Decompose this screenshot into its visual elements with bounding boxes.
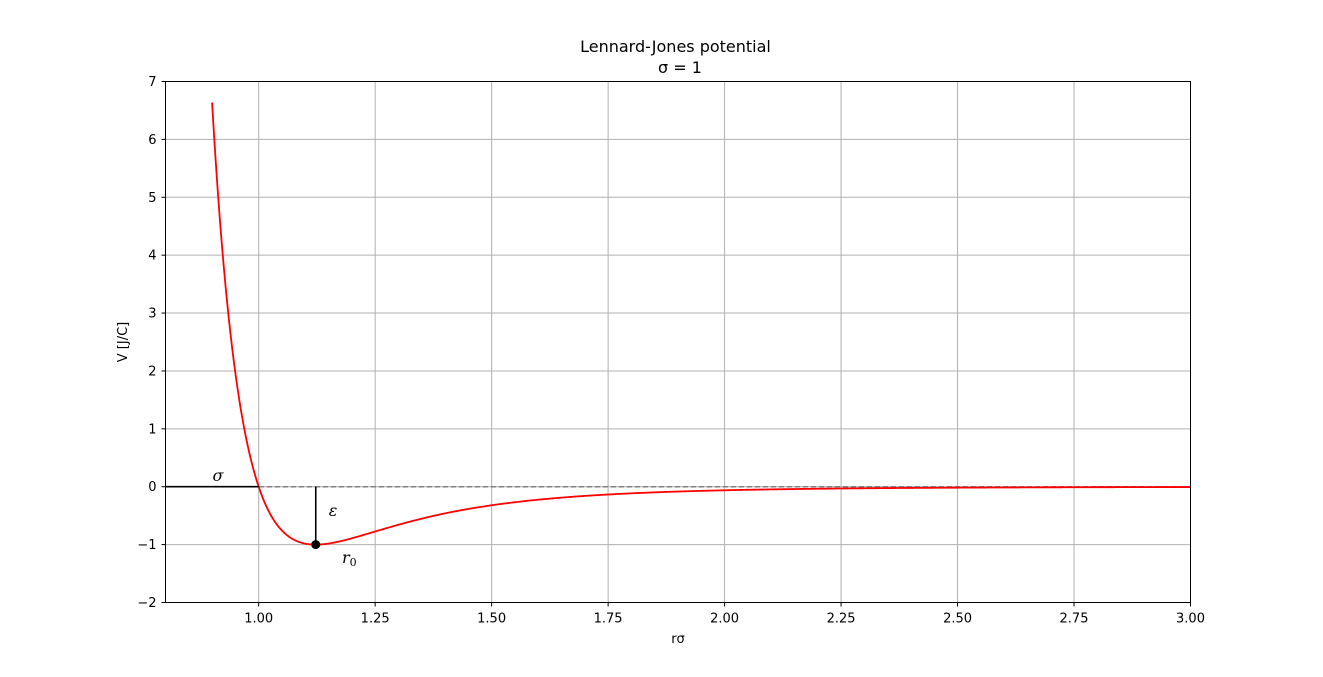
y-tick-label: 1	[148, 422, 156, 437]
y-tick-label: 2	[148, 364, 156, 379]
x-tick-label: 1.50	[477, 612, 506, 627]
epsilon-label: ε	[329, 501, 338, 520]
x-tick-label: 1.75	[594, 612, 623, 627]
chart-subtitle: σ = 1	[658, 58, 702, 77]
x-tick-label: 1.25	[361, 612, 390, 627]
y-tick-label: −1	[137, 538, 156, 553]
sigma-label: σ	[213, 466, 225, 485]
x-tick-label: 3.00	[1176, 612, 1205, 627]
x-tick-label: 2.75	[1060, 612, 1089, 627]
x-tick-label: 2.50	[943, 612, 972, 627]
series-layer	[211, 102, 1191, 546]
y-tick-label: 6	[148, 133, 156, 148]
chart-title: Lennard-Jones potential	[580, 37, 771, 56]
axis-ticks: 1.00 1.25 1.50 1.75 2.00 2.25 2.50 2.75 3.00 −2 −1…	[137, 75, 1205, 627]
y-tick-label: 3	[148, 307, 156, 322]
plot-frame	[165, 81, 1191, 603]
y-axis-label: V [J/C]	[116, 322, 131, 362]
x-tick-label: 2.00	[710, 612, 739, 627]
x-tick-label: 1.00	[244, 612, 273, 627]
y-tick-label: 7	[148, 75, 156, 90]
y-tick-label: −2	[137, 596, 156, 611]
grid-lines	[165, 81, 1191, 603]
x-tick-label: 2.25	[827, 612, 856, 627]
r0-subscript: 0	[350, 556, 357, 569]
x-axis-label: rσ	[671, 632, 685, 647]
potential-curve	[211, 102, 1191, 546]
y-tick-label: 4	[148, 249, 156, 264]
y-tick-label: 0	[148, 480, 156, 495]
r0-point	[311, 540, 321, 550]
y-tick-label: 5	[148, 191, 156, 206]
